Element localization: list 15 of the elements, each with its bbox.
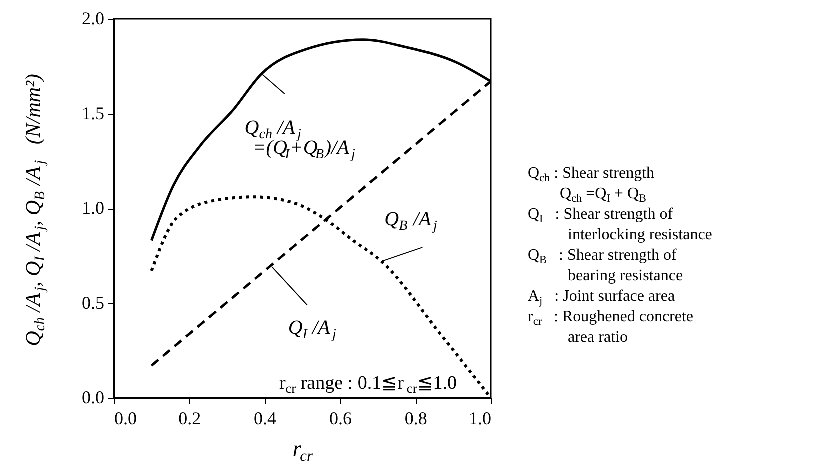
y-tick-label: 0.0 xyxy=(82,388,104,408)
y-tick-label: 1.0 xyxy=(82,198,104,218)
y-tick-label: 0.5 xyxy=(82,292,104,313)
y-tick-label: 2.0 xyxy=(82,8,104,28)
x-tick-label: 0.2 xyxy=(178,408,202,428)
x-tick-label: 0.8 xyxy=(404,408,428,428)
x-tick-label: 0.6 xyxy=(329,408,352,428)
text: area ratio xyxy=(568,329,628,346)
x-tick-label: 0.4 xyxy=(254,408,277,428)
y-tick-label: 1.5 xyxy=(82,103,104,124)
x-tick-label: 0.0 xyxy=(114,408,137,428)
x-tick-label: 1.0 xyxy=(469,408,492,428)
text: bearing resistance xyxy=(568,268,684,284)
text: interlocking resistance xyxy=(568,226,712,244)
text: Qch /Aj, QI /Aj, QB /Aj (N/mm²) xyxy=(21,74,49,346)
